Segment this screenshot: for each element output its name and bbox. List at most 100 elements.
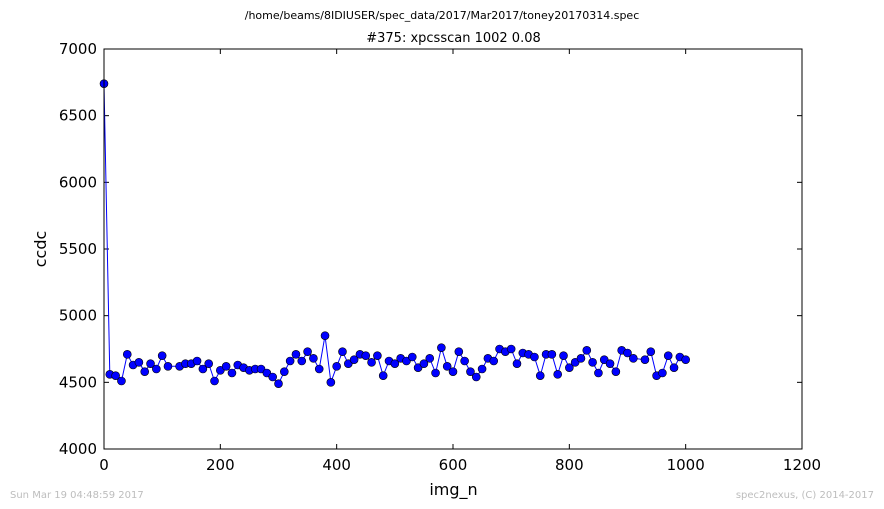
data-point <box>576 354 586 363</box>
data-point <box>623 348 632 358</box>
data-point <box>605 359 615 368</box>
footer-timestamp: Sun Mar 19 04:48:59 2017 <box>10 490 144 501</box>
data-point <box>611 367 621 376</box>
data-point <box>268 372 277 382</box>
data-point <box>448 367 458 376</box>
data-point <box>111 371 120 380</box>
data-point <box>570 358 580 367</box>
data-point <box>157 351 167 360</box>
data-point <box>559 351 568 360</box>
data-point <box>280 367 289 376</box>
data-point <box>407 352 417 362</box>
y-axis-label: ccdc <box>31 231 50 268</box>
data-point <box>227 368 237 378</box>
x-tick-label: 200 <box>206 456 235 474</box>
data-point <box>256 364 266 374</box>
data-point <box>361 351 371 360</box>
tick-labels: 0 200 400 600 800 1000 1200 4000 4500 5000 5500 600… <box>59 40 821 474</box>
data-point <box>669 363 679 372</box>
x-tick-label: 1000 <box>667 456 705 474</box>
data-point <box>349 355 359 364</box>
y-tick-label: 6500 <box>59 107 97 125</box>
data-point <box>320 331 330 340</box>
data-point <box>326 378 336 387</box>
footer-credit: spec2nexus, (C) 2014-2017 <box>736 490 874 501</box>
data-point <box>599 355 609 364</box>
data-point <box>198 364 208 374</box>
x-tick-label: 400 <box>322 456 351 474</box>
data-point <box>343 359 353 368</box>
data-point <box>297 356 307 366</box>
data-point <box>309 354 318 363</box>
data-point <box>460 356 469 366</box>
x-tick-label: 0 <box>99 456 109 474</box>
data-point <box>413 363 423 372</box>
y-tick-label: 6000 <box>59 173 97 191</box>
data-point <box>262 368 272 378</box>
data-point <box>640 355 650 364</box>
suptitle: /home/beams/8IDIUSER/spec_data/2017/Mar2… <box>245 9 640 22</box>
data-point <box>338 347 347 356</box>
data-point <box>163 362 173 371</box>
data-point <box>512 359 522 368</box>
data-point <box>442 362 452 371</box>
data-point <box>530 352 539 362</box>
data-point <box>303 347 312 356</box>
data-point <box>152 364 161 374</box>
data-point <box>431 368 440 378</box>
plot-area <box>104 49 802 449</box>
y-tick-label: 7000 <box>59 40 97 58</box>
data-point <box>332 362 341 371</box>
data-point <box>378 371 388 380</box>
data-point <box>582 346 592 355</box>
data-point <box>146 359 155 368</box>
data-point <box>373 351 382 360</box>
data-point <box>291 350 301 359</box>
y-tick-label: 4500 <box>59 373 97 391</box>
plot-frame <box>103 48 803 450</box>
data-point <box>489 356 499 366</box>
data-point <box>402 356 411 366</box>
data-point <box>565 363 574 372</box>
x-tick-label: 800 <box>555 456 584 474</box>
data-point <box>471 372 481 382</box>
data-point <box>192 356 202 366</box>
data-point <box>367 358 376 367</box>
data-point <box>454 347 464 356</box>
x-tick-label: 600 <box>439 456 468 474</box>
data-point <box>681 355 690 364</box>
data-point <box>506 344 516 354</box>
data-point <box>535 371 545 380</box>
data-point <box>466 367 475 376</box>
data-series <box>99 79 690 388</box>
x-axis-label: img_n <box>429 480 477 500</box>
data-point <box>140 367 150 376</box>
chart-title: #375: xpcsscan 1002 0.08 <box>366 31 541 46</box>
data-point <box>204 359 213 368</box>
data-point <box>547 350 557 359</box>
x-tick-label: 1200 <box>783 456 821 474</box>
data-point <box>588 358 597 367</box>
data-point <box>274 379 283 388</box>
data-point <box>285 356 295 366</box>
data-point <box>390 359 400 368</box>
data-point <box>437 343 446 352</box>
y-tick-label: 4000 <box>59 440 97 458</box>
data-point <box>658 368 667 378</box>
data-point <box>314 364 324 374</box>
data-point <box>425 354 435 363</box>
data-point <box>216 366 225 375</box>
data-point <box>477 364 487 374</box>
data-point <box>221 362 231 371</box>
data-point <box>134 358 144 367</box>
data-point <box>117 376 126 386</box>
y-tick-label: 5000 <box>59 307 97 325</box>
data-point <box>663 351 673 360</box>
data-point <box>646 347 656 356</box>
y-tick-label: 5500 <box>59 240 97 258</box>
data-point <box>419 359 429 368</box>
data-point <box>122 350 132 359</box>
data-point <box>629 354 638 363</box>
data-point <box>210 376 219 386</box>
